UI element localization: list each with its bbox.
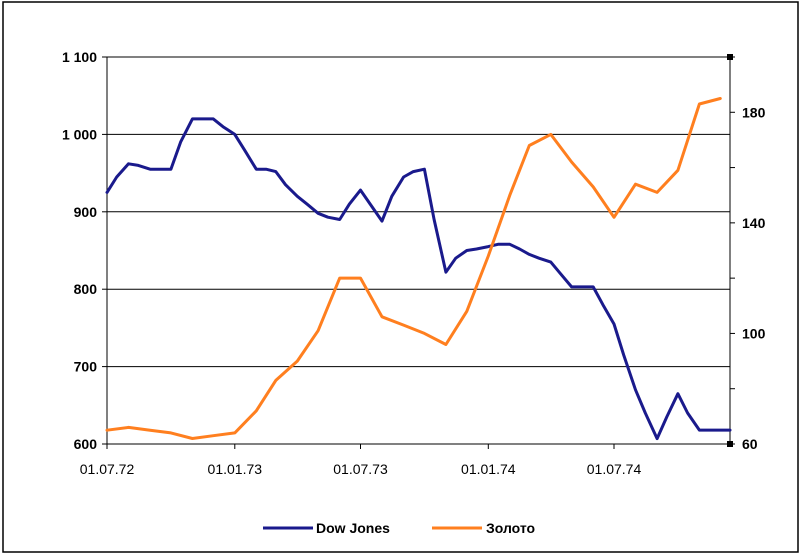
x-tick-label: 01.07.72 bbox=[80, 461, 135, 477]
series-line-gold bbox=[105, 97, 722, 440]
legend-label: Золото bbox=[486, 520, 535, 536]
x-tick-label: 01.01.73 bbox=[208, 461, 263, 477]
axes: 600 700 800 900 1 000 1 100 60 100 140 180 01.07.7… bbox=[62, 49, 766, 477]
y-left-tick-label: 700 bbox=[74, 359, 98, 375]
legend-label: Dow Jones bbox=[316, 520, 390, 536]
x-tick-label: 01.01.74 bbox=[461, 461, 516, 477]
x-tick-label: 01.07.74 bbox=[587, 461, 642, 477]
axis-end-marker bbox=[727, 54, 733, 60]
y-right-tick-label: 60 bbox=[742, 436, 758, 452]
series-line-dow-jones bbox=[105, 117, 732, 441]
y-right-tick-label: 140 bbox=[742, 215, 766, 231]
y-right-tick-label: 100 bbox=[742, 325, 766, 341]
y-left-tick-label: 800 bbox=[74, 281, 98, 297]
y-left-tick-label: 900 bbox=[74, 204, 98, 220]
plot-area-border bbox=[106, 56, 731, 445]
y-left-tick-label: 600 bbox=[74, 436, 98, 452]
x-tick-label: 01.07.73 bbox=[333, 461, 388, 477]
axis-end-marker bbox=[727, 441, 733, 447]
series-layer bbox=[105, 97, 732, 441]
y-left-tick-label: 1 000 bbox=[62, 126, 97, 142]
y-right-tick-label: 180 bbox=[742, 104, 766, 120]
y-left-tick-label: 1 100 bbox=[62, 49, 97, 65]
legend: Dow Jones Золото bbox=[263, 520, 535, 536]
